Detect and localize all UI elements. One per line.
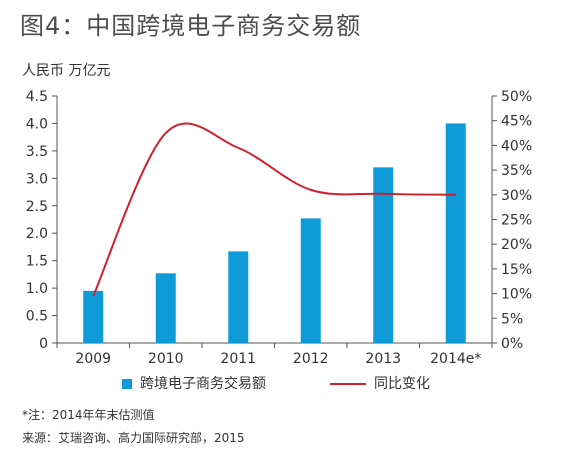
x-tick-label: 2012 (293, 351, 329, 367)
y-right-tick-label: 5% (501, 311, 523, 327)
legend-line-label: 同比变化 (374, 376, 430, 392)
legend-item-bar: 跨境电子商务交易额 (122, 373, 266, 393)
y-left-tick-label: 3.5 (26, 144, 48, 160)
footnote: *注：2014年年末估测值 (22, 408, 155, 422)
y-right-tick-label: 15% (501, 262, 532, 278)
source-note: 来源：艾瑞咨询、高力国际研究部，2015 (22, 431, 245, 445)
chart-title: 图4：中国跨境电子商务交易额 (20, 12, 362, 40)
legend-item-line: 同比变化 (330, 373, 430, 393)
y-right-tick-label: 25% (501, 213, 532, 229)
bar (300, 218, 321, 343)
bar (373, 167, 394, 343)
y-left-tick-label: 1.5 (26, 254, 48, 270)
yoy-change-line (92, 122, 456, 297)
y-right-tick-label: 35% (501, 163, 532, 179)
y-right-tick-label: 40% (501, 138, 532, 154)
y-left-tick-label: 3.0 (26, 171, 48, 187)
legend-line-swatch (330, 383, 366, 385)
y-left-tick-label: 2.5 (26, 199, 48, 215)
y-right-tick-label: 50% (501, 89, 532, 105)
x-tick-label: 2013 (365, 351, 401, 367)
legend-bar-swatch (122, 379, 132, 389)
legend-bar-label: 跨境电子商务交易额 (140, 376, 266, 392)
y-left-tick-label: 0 (39, 336, 48, 352)
x-tick-label: 2010 (148, 351, 184, 367)
x-tick-label: 2011 (220, 351, 256, 367)
bar (83, 290, 104, 343)
y-right-tick-label: 10% (501, 287, 532, 303)
x-tick-label: 2009 (75, 351, 111, 367)
unit-label: 人民币 万亿元 (22, 63, 111, 79)
y-right-tick-label: 0% (501, 336, 523, 352)
y-right-tick-label: 30% (501, 188, 532, 204)
bar (155, 273, 176, 343)
y-right-tick-label: 20% (501, 237, 532, 253)
y-left-tick-label: 2.0 (26, 226, 48, 242)
bar (445, 123, 466, 343)
x-tick-label: 2014e* (430, 351, 481, 367)
y-right-tick-label: 45% (501, 114, 532, 130)
bar (228, 251, 249, 343)
y-left-tick-label: 1.0 (26, 281, 48, 297)
y-left-tick-label: 0.5 (26, 309, 48, 325)
chart-canvas: 0 0.5 1.0 1.5 2.0 2.5 3.0 3.5 4.0 4.5 0% 5% 10% 15% 20… (26, 89, 532, 367)
y-left-tick-label: 4.5 (26, 89, 48, 105)
y-left-tick-label: 4.0 (26, 116, 48, 132)
